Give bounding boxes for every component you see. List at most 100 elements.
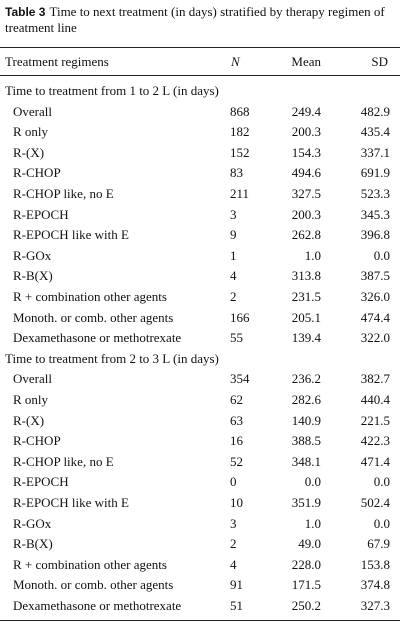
sd-value: 67.9 [367,536,390,552]
regimen: Monoth. or comb. other agents [13,577,174,593]
regimen: R-(X) [13,412,45,428]
mean-value: 348.1 [291,453,321,469]
regimen: R only [13,124,49,140]
mean-value: 140.9 [291,412,321,428]
regimen: R-CHOP like, no E [13,186,114,201]
mean-value: 228.0 [291,556,321,572]
n-value: 182 [230,124,250,140]
sd-value: 322.0 [360,330,390,346]
n-value: 9 [230,227,237,243]
regimen: R-CHOP [13,165,61,181]
mean-value: 1.0 [304,247,321,263]
mean-value: 249.4 [291,103,321,119]
caption-label: Table 3 [5,5,46,19]
mean-value: 282.6 [291,392,321,407]
n-value: 16 [230,433,243,449]
n-value: 868 [230,103,250,119]
regimen: R-GOx [13,247,52,263]
mean-value: 200.3 [291,124,321,140]
sd-value: 474.4 [360,309,390,325]
regimen: R-EPOCH like with E [13,227,129,243]
regimen: R-EPOCH [13,474,69,490]
sd-value: 435.4 [360,124,390,140]
sd-value: 382.7 [360,371,390,387]
regimen: R-GOx [13,515,52,531]
regimen: Dexamethasone or methotrexate [13,330,182,346]
sd-value: 0.0 [373,515,390,531]
n-value: 166 [230,309,250,325]
n-value: 354 [230,371,250,387]
sd-value: 221.5 [360,412,390,428]
sd-value: 337.1 [360,144,390,160]
n-value: 0 [230,474,237,490]
mean-value: 171.5 [291,577,321,593]
n-value: 3 [230,515,237,531]
caption-text: Time to next treatment (in days) stratif… [5,4,385,35]
mean-value: 236.2 [291,371,321,387]
sd-value: 502.4 [360,495,390,510]
regimen: Dexamethasone or methotrexate [13,598,182,613]
regimen: R-B(X) [13,536,53,552]
mean-value: 262.8 [291,227,321,243]
sd-value: 374.8 [360,577,390,593]
column-header: Treatment regimens [5,54,109,69]
mean-value: 0.0 [304,474,321,490]
n-value: 2 [230,289,237,304]
sd-value: 440.4 [360,392,390,407]
n-value: 52 [230,453,243,469]
n-value: 83 [230,165,243,181]
regimen: Monoth. or comb. other agents [13,309,174,325]
n-value: 3 [230,206,237,222]
header-rule [0,75,400,76]
regimen: R + combination other agents [13,289,167,304]
section-title: Time to treatment from 2 to 3 L (in days… [5,350,219,366]
regimen: R-EPOCH [13,206,69,222]
sd-value: 345.3 [360,206,390,222]
column-header: SD [371,54,388,69]
n-value: 55 [230,330,243,346]
n-value: 62 [230,392,243,407]
sd-value: 0.0 [373,247,390,263]
sd-value: 396.8 [360,227,390,243]
section-title: Time to treatment from 1 to 2 L (in days… [5,83,219,98]
regimen: R-CHOP like, no E [13,453,114,469]
regimen: R only [13,392,49,407]
caption: Table 3 Time to next treatment (in days) … [5,4,400,36]
regimen: R-CHOP [13,433,61,449]
sd-value: 471.4 [360,453,390,469]
regimen: R-(X) [13,144,45,160]
mean-value: 313.8 [291,268,321,284]
sd-value: 153.8 [360,556,390,572]
n-value: 51 [230,598,243,613]
n-value: 10 [230,495,243,510]
mean-value: 154.3 [291,144,321,160]
mean-value: 205.1 [291,309,321,325]
sd-value: 387.5 [360,268,390,284]
regimen: Overall [13,103,52,119]
sd-value: 0.0 [373,474,390,490]
sd-value: 327.3 [360,598,390,613]
bottom-rule [0,620,400,621]
mean-value: 139.4 [291,330,321,346]
n-value: 63 [230,412,243,428]
sd-value: 422.3 [360,433,390,449]
sd-value: 691.9 [360,165,390,181]
sd-value: 326.0 [360,289,390,304]
regimen: R + combination other agents [13,556,167,572]
mean-value: 494.6 [291,165,321,181]
n-value: 211 [230,186,250,201]
n-value: 4 [230,556,237,572]
sd-value: 523.3 [360,186,390,201]
mean-value: 388.5 [291,433,321,449]
top-rule [0,47,400,48]
mean-value: 231.5 [291,289,321,304]
regimen: R-B(X) [13,268,53,284]
n-value: 1 [230,247,237,263]
column-header: Mean [291,54,321,69]
mean-value: 351.9 [291,495,321,510]
mean-value: 200.3 [291,206,321,222]
mean-value: 1.0 [304,515,321,531]
regimen: Overall [13,371,52,387]
n-value: 2 [230,536,237,552]
